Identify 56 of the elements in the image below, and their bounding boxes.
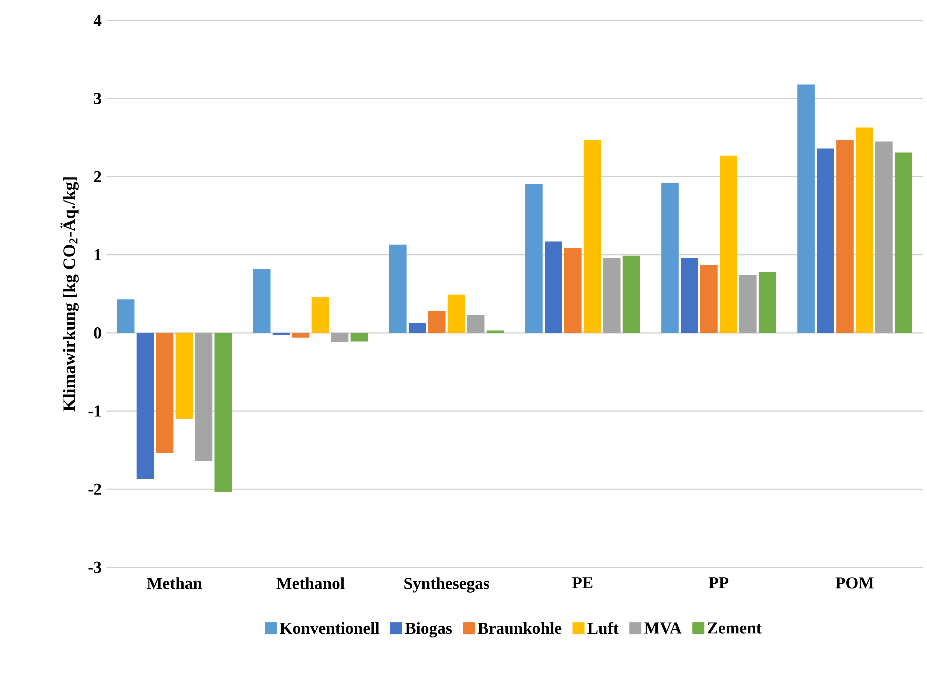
x-tick-label: Methanol [276, 578, 345, 590]
bar [136, 333, 154, 480]
x-tick-label: Synthesegas [404, 578, 490, 594]
bar [564, 248, 582, 334]
y-tick-label: 4 [94, 15, 102, 26]
bar [603, 258, 621, 334]
y-tick-label: -2 [88, 484, 102, 496]
legend-label: Biogas [405, 622, 452, 638]
legend-label: Braunkohle [478, 622, 562, 634]
bar [448, 295, 466, 334]
bar [836, 140, 854, 334]
x-tick-label: PP [709, 578, 729, 589]
bar [662, 183, 679, 334]
bar [408, 323, 426, 334]
bar [272, 333, 290, 336]
bar [526, 184, 543, 334]
bar [253, 269, 271, 334]
bar [798, 84, 815, 334]
bar [681, 258, 698, 334]
bar [467, 315, 485, 334]
legend-label: Luft [588, 622, 619, 635]
bar [117, 300, 135, 334]
x-tick-label: Methan [147, 578, 202, 590]
legend-label: MVA [644, 622, 682, 634]
legend-label: Zement [708, 622, 762, 634]
bar [876, 142, 893, 334]
bar [331, 333, 349, 343]
y-tick-label: -1 [88, 406, 102, 417]
bar [214, 333, 232, 493]
bar [758, 272, 776, 334]
y-tick-label: 0 [94, 328, 102, 340]
bar [720, 156, 738, 334]
bar [350, 333, 368, 342]
bar [894, 152, 912, 334]
bar [817, 149, 834, 334]
y-tick-label: 2 [94, 172, 102, 183]
bar [584, 140, 602, 334]
y-tick-label: -3 [88, 562, 102, 574]
bar [292, 333, 310, 338]
bar [856, 128, 874, 334]
bar [176, 333, 194, 420]
bar [700, 265, 718, 334]
bar [428, 312, 446, 334]
y-tick-label: 1 [95, 250, 102, 261]
legend-label: Konventionell [280, 622, 380, 634]
bar [739, 276, 757, 334]
y-tick-label: 3 [94, 93, 102, 105]
bar [622, 256, 640, 334]
x-tick-label: PE [572, 578, 593, 589]
bar [195, 333, 213, 462]
bar [312, 297, 330, 334]
x-tick-label: POM [836, 578, 874, 589]
bar [545, 242, 562, 334]
y-axis-title: Klimawirkung [kg CO$_{2}$-Äq./kg] [60, 178, 79, 412]
bar [156, 333, 174, 454]
bar [389, 245, 407, 334]
